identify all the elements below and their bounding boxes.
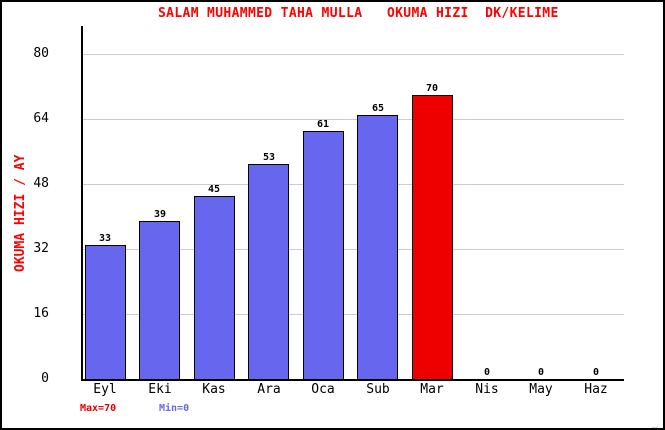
- x-tick-label: Ara: [257, 382, 281, 397]
- bar-value-label: 33: [98, 233, 112, 244]
- bar: [303, 131, 344, 380]
- y-axis-line: [81, 26, 83, 381]
- bar-value-label: 53: [262, 152, 276, 163]
- bar-value-label: 61: [316, 119, 330, 130]
- y-tick-label: 32: [33, 241, 49, 256]
- bar: [139, 221, 180, 380]
- bar: [357, 115, 398, 380]
- bar-value-label: 0: [483, 367, 491, 378]
- gridline: [83, 184, 624, 185]
- gridline: [83, 314, 624, 315]
- legend-min-label: Min=0: [159, 403, 190, 414]
- x-tick-label: Oca: [311, 382, 335, 397]
- gridline: [83, 119, 624, 120]
- x-tick-label: Nis: [475, 382, 499, 397]
- x-axis-line: [81, 379, 624, 381]
- gridline: [83, 54, 624, 55]
- bar: [412, 95, 453, 380]
- x-tick-label: Haz: [584, 382, 608, 397]
- x-tick-label: May: [529, 382, 553, 397]
- bar-value-label: 0: [592, 367, 600, 378]
- y-tick-label: 80: [33, 46, 49, 61]
- x-tick-label: Kas: [202, 382, 226, 397]
- x-tick-label: Mar: [420, 382, 444, 397]
- gridline: [83, 249, 624, 250]
- y-tick-label: 16: [33, 306, 49, 321]
- y-tick-label: 0: [41, 371, 49, 386]
- x-tick-label: Eyl: [93, 382, 117, 397]
- legend-max-label: Max=70: [80, 403, 117, 414]
- bar-value-label: 39: [153, 209, 167, 220]
- bar: [248, 164, 289, 380]
- bar-value-label: 45: [207, 184, 221, 195]
- x-tick-label: Sub: [366, 382, 390, 397]
- watermark-text: YALCIN ALBAYRAK _ albayrak26@hotmail.com…: [651, 426, 661, 428]
- bar: [194, 196, 235, 380]
- bar-value-label: 70: [425, 83, 439, 94]
- y-tick-label: 64: [33, 111, 49, 126]
- bar: [85, 245, 126, 380]
- bar-value-label: 65: [371, 103, 385, 114]
- x-tick-label: Eki: [148, 382, 172, 397]
- bar-value-label: 0: [537, 367, 545, 378]
- chart-title: SALAM MUHAMMED TAHA MULLA OKUMA HIZI DK/…: [158, 6, 559, 21]
- y-tick-label: 48: [33, 176, 49, 191]
